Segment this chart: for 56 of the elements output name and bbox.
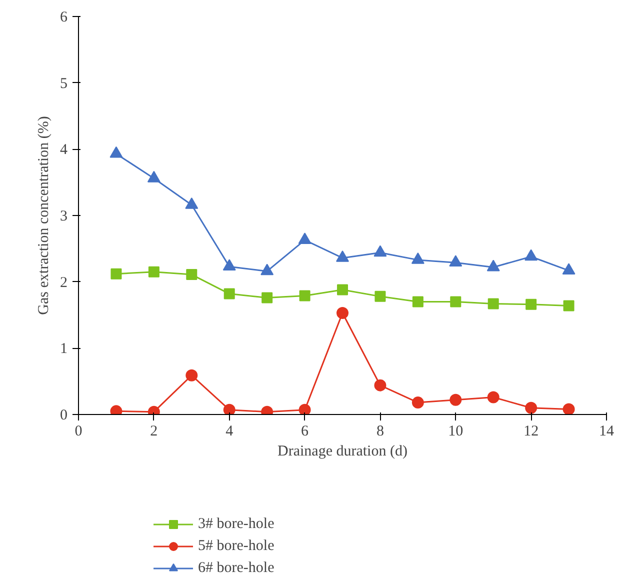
point xyxy=(563,300,574,312)
legend-label: 5# bore-hole xyxy=(198,538,274,554)
point xyxy=(223,404,236,414)
x-tick-label: 4 xyxy=(226,424,234,440)
point xyxy=(412,396,424,409)
point xyxy=(224,288,235,300)
y-tick-label: 4 xyxy=(60,142,68,158)
point xyxy=(186,269,198,280)
point xyxy=(298,404,311,414)
y-tick-label: 5 xyxy=(60,76,68,92)
point xyxy=(110,146,123,158)
y-tick-label: 2 xyxy=(60,274,68,291)
point xyxy=(185,197,198,209)
point xyxy=(488,298,499,310)
point xyxy=(299,290,310,302)
x-tick-label: 10 xyxy=(448,424,464,440)
point xyxy=(562,403,575,414)
point xyxy=(260,264,274,276)
point xyxy=(486,260,500,272)
point xyxy=(412,296,424,308)
x-tick-label: 12 xyxy=(524,424,539,440)
point xyxy=(449,255,462,267)
y-axis-title: Gas extraction concentration (%) xyxy=(36,116,52,315)
point xyxy=(336,307,348,319)
point xyxy=(411,252,424,264)
point xyxy=(336,250,349,262)
point xyxy=(298,232,312,244)
point xyxy=(148,266,160,278)
y-tick-label: 3 xyxy=(60,208,68,224)
point xyxy=(374,290,386,302)
point xyxy=(186,369,198,382)
point xyxy=(524,249,538,261)
point xyxy=(337,284,348,296)
point xyxy=(374,245,387,257)
x-tick-label: 8 xyxy=(376,424,384,440)
point xyxy=(374,379,386,392)
y-tick-label: 0 xyxy=(60,408,68,424)
point xyxy=(450,296,462,308)
point xyxy=(525,402,538,414)
x-tick-label: 2 xyxy=(150,424,158,440)
point xyxy=(222,259,236,271)
y-tick-label: 6 xyxy=(60,10,68,26)
x-axis-title: Drainage duration (d) xyxy=(278,444,408,460)
x-tick-label: 0 xyxy=(74,424,82,440)
point xyxy=(526,298,537,310)
x-tick-label: 14 xyxy=(599,424,614,440)
legend-label: 3# bore-hole xyxy=(198,516,274,532)
legend-label: 6# bore-hole xyxy=(198,560,274,576)
point xyxy=(562,263,576,275)
y-tick-label: 1 xyxy=(60,341,68,358)
point xyxy=(262,292,273,304)
x-tick-label: 6 xyxy=(301,424,310,440)
point xyxy=(110,268,122,280)
point xyxy=(147,170,160,182)
point xyxy=(450,394,462,406)
point xyxy=(487,391,500,404)
